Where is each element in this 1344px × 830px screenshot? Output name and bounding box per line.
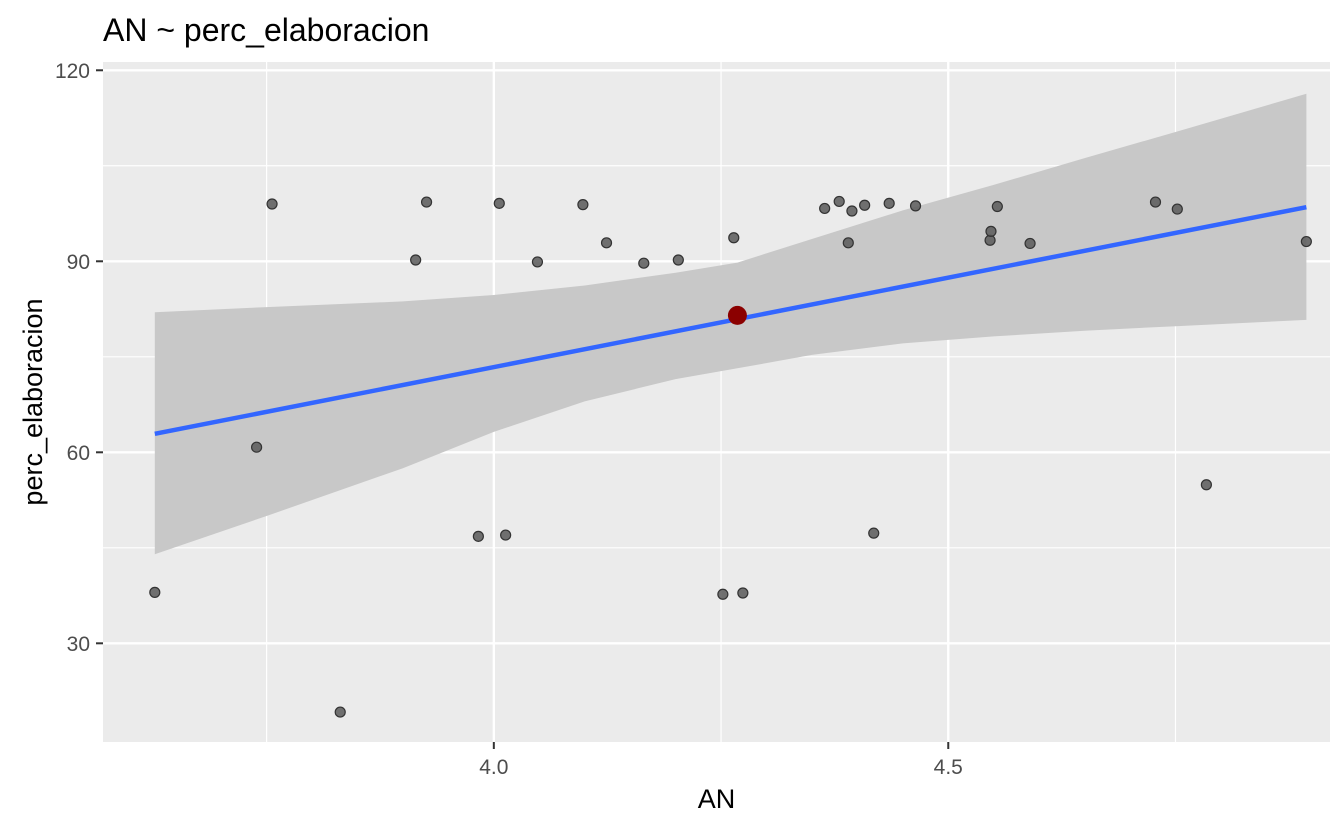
x-tick-label: 4.5 — [934, 756, 963, 779]
data-point — [909, 200, 922, 212]
confidence-band — [154, 93, 1307, 555]
y-axis-title: perc_elaboracion — [18, 298, 48, 505]
data-point — [717, 588, 729, 600]
data-point — [883, 197, 895, 209]
highlight-point — [727, 305, 747, 325]
data-point — [842, 237, 854, 249]
data-points — [149, 195, 1312, 718]
y-axis: 30 60 90 120 — [55, 60, 103, 656]
data-point — [1171, 203, 1183, 215]
chart-title: AN ~ perc_elaboracion — [103, 12, 429, 48]
data-point — [1200, 479, 1212, 491]
data-point — [500, 529, 512, 541]
data-point — [577, 199, 589, 211]
data-point — [833, 195, 845, 208]
data-point — [868, 527, 880, 539]
data-point — [334, 706, 346, 718]
data-point — [672, 254, 684, 266]
data-point — [600, 237, 613, 249]
data-point — [991, 200, 1003, 213]
data-point — [531, 256, 544, 268]
y-tick-label: 30 — [67, 633, 90, 656]
data-point — [149, 586, 161, 598]
data-point — [493, 197, 505, 209]
y-tick-label: 60 — [67, 442, 90, 465]
data-point — [1024, 237, 1036, 250]
data-point — [1149, 196, 1162, 208]
data-point — [472, 530, 484, 542]
data-point — [859, 199, 871, 211]
data-point — [846, 205, 858, 217]
data-point — [251, 441, 263, 453]
data-point — [410, 254, 422, 266]
x-tick-label: 4.0 — [479, 756, 508, 779]
data-point — [737, 587, 749, 599]
data-point — [266, 198, 278, 210]
data-point — [728, 232, 740, 244]
data-point — [985, 225, 997, 237]
y-tick-label: 90 — [67, 251, 90, 274]
data-point — [1300, 235, 1312, 248]
data-point — [819, 202, 831, 215]
y-tick-label: 120 — [55, 60, 90, 83]
data-point — [420, 196, 433, 208]
data-point — [638, 257, 650, 269]
x-axis-title: AN — [698, 784, 736, 814]
x-axis: 4.0 4.5 — [479, 742, 963, 779]
